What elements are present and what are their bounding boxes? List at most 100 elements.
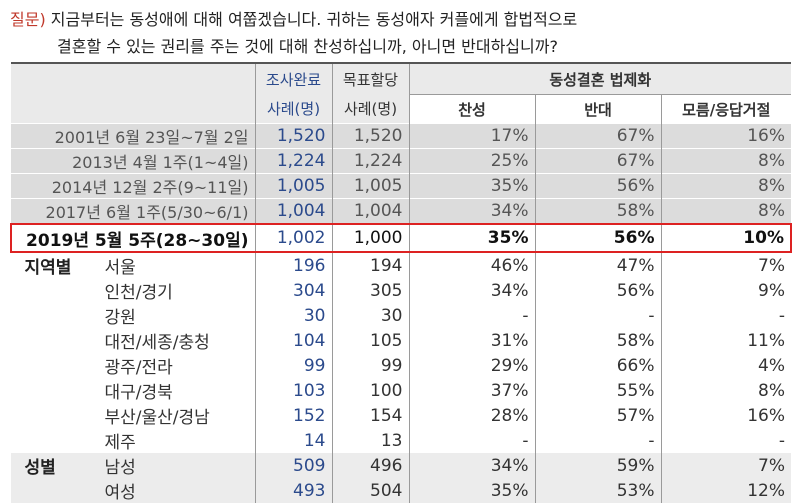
cell-yes: 37% bbox=[408, 378, 535, 403]
sub-label: 부산/울산/경남 bbox=[104, 408, 210, 428]
cell-completed: 1,002 bbox=[254, 223, 332, 253]
cell-dk: 8% bbox=[660, 148, 791, 174]
cell-completed: 196 bbox=[254, 252, 332, 278]
cell-target: 1,520 bbox=[331, 123, 409, 149]
cell-dk: - bbox=[660, 303, 791, 328]
table-row: 여성 493 504 35% 53% 12% bbox=[11, 478, 791, 503]
cell-completed: 99 bbox=[254, 353, 332, 378]
cell-no: 56% bbox=[534, 223, 661, 253]
table-row: 인천/경기 304 305 34% 56% 9% bbox=[11, 278, 791, 303]
question-line-2: 결혼할 수 있는 권리를 주는 것에 대해 찬성하십니까, 아니면 반대하십니까… bbox=[57, 37, 558, 56]
cell-yes: 34% bbox=[408, 198, 535, 224]
header-completed: 조사완료 bbox=[254, 62, 332, 95]
cell-target: 1,224 bbox=[331, 148, 409, 174]
cell-no: 53% bbox=[534, 478, 661, 503]
cell-yes: 35% bbox=[408, 478, 535, 503]
table-row: 2001년 6월 23일~7월 2일 1,520 1,520 17% 67% 1… bbox=[11, 123, 791, 149]
cell-target: 99 bbox=[331, 353, 409, 378]
question-text-1: 지금부터는 동성애에 대해 여쭙겠습니다. 귀하는 동성애자 커플에게 합법적으… bbox=[50, 10, 578, 29]
table-row: 제주 14 13 - - - bbox=[11, 428, 791, 453]
cell-no: 47% bbox=[534, 252, 661, 278]
cell-yes: 35% bbox=[408, 223, 535, 253]
cell-dk: - bbox=[660, 428, 791, 453]
cell-no: - bbox=[534, 428, 661, 453]
cell-completed: 152 bbox=[254, 403, 332, 428]
sub-label: 대구/경북 bbox=[104, 383, 173, 403]
cell-yes: 28% bbox=[408, 403, 535, 428]
header-blank-2 bbox=[11, 94, 255, 124]
cell-target: 30 bbox=[331, 303, 409, 328]
table-row: 대전/세종/충청 104 105 31% 58% 11% bbox=[11, 328, 791, 353]
cell-yes: 17% bbox=[408, 123, 535, 149]
cell-completed: 304 bbox=[254, 278, 332, 303]
cell-target: 496 bbox=[331, 453, 409, 478]
cell-target: 504 bbox=[331, 478, 409, 503]
current-survey-row: 2019년 5월 5주(28~30일) 1,002 1,000 35% 56% … bbox=[10, 223, 792, 253]
cell-dk: 11% bbox=[660, 328, 791, 353]
table-row: 성별 남성 509 496 34% 59% 7% bbox=[11, 453, 791, 478]
row-label: 2017년 6월 1주(5/30~6/1) bbox=[11, 198, 255, 224]
cell-target: 305 bbox=[331, 278, 409, 303]
cell-yes: - bbox=[408, 428, 535, 453]
cell-no: 58% bbox=[534, 328, 661, 353]
table-row: 2017년 6월 1주(5/30~6/1) 1,004 1,004 34% 58… bbox=[11, 198, 791, 224]
cell-completed: 14 bbox=[254, 428, 332, 453]
cell-no: 66% bbox=[534, 353, 661, 378]
cell-completed: 30 bbox=[254, 303, 332, 328]
sub-label: 남성 bbox=[104, 458, 136, 478]
cell-target: 105 bbox=[331, 328, 409, 353]
results-table: 조사완료 목표할당 동성결혼 법제화 사례(명) 사례(명) 찬성 반대 모름/… bbox=[10, 62, 792, 503]
sub-label: 인천/경기 bbox=[104, 283, 173, 303]
row-label: 부산/울산/경남 bbox=[11, 403, 255, 428]
row-label: 강원 bbox=[11, 303, 255, 328]
cell-no: 56% bbox=[534, 278, 661, 303]
row-label: 성별 남성 bbox=[11, 453, 255, 478]
table-row: 2013년 4월 1주(1~4일) 1,224 1,224 25% 67% 8% bbox=[11, 148, 791, 174]
row-label: 2014년 12월 2주(9~11일) bbox=[11, 173, 255, 199]
cell-yes: 29% bbox=[408, 353, 535, 378]
table-row: 2014년 12월 2주(9~11일) 1,005 1,005 35% 56% … bbox=[11, 173, 791, 199]
cell-dk: 4% bbox=[660, 353, 791, 378]
row-label: 제주 bbox=[11, 428, 255, 453]
cell-dk: 8% bbox=[660, 198, 791, 224]
cell-yes: - bbox=[408, 303, 535, 328]
header-no: 반대 bbox=[534, 94, 661, 124]
question-label: 질문) bbox=[10, 10, 46, 29]
cell-yes: 34% bbox=[408, 453, 535, 478]
cell-no: 67% bbox=[534, 148, 661, 174]
row-label: 2001년 6월 23일~7월 2일 bbox=[11, 123, 255, 149]
cell-dk: 8% bbox=[660, 378, 791, 403]
cell-target: 13 bbox=[331, 428, 409, 453]
sub-label: 제주 bbox=[104, 433, 136, 453]
row-label: 인천/경기 bbox=[11, 278, 255, 303]
group-label-gender: 성별 bbox=[24, 458, 56, 478]
cell-dk: 8% bbox=[660, 173, 791, 199]
cell-target: 1,000 bbox=[331, 223, 409, 253]
cell-target: 100 bbox=[331, 378, 409, 403]
cell-completed: 1,520 bbox=[254, 123, 332, 149]
cell-no: 67% bbox=[534, 123, 661, 149]
header-dk: 모름/응답거절 bbox=[660, 94, 791, 124]
cell-yes: 46% bbox=[408, 252, 535, 278]
sub-label: 서울 bbox=[104, 258, 136, 278]
row-label: 대구/경북 bbox=[11, 378, 255, 403]
row-label: 2019년 5월 5주(28~30일) bbox=[10, 223, 255, 253]
table-row: 광주/전라 99 99 29% 66% 4% bbox=[11, 353, 791, 378]
cell-no: 57% bbox=[534, 403, 661, 428]
cell-target: 1,004 bbox=[331, 198, 409, 224]
survey-question: 질문) 지금부터는 동성애에 대해 여쭙겠습니다. 귀하는 동성애자 커플에게 … bbox=[10, 6, 790, 60]
cell-dk: 12% bbox=[660, 478, 791, 503]
cell-completed: 1,224 bbox=[254, 148, 332, 174]
cell-dk: 9% bbox=[660, 278, 791, 303]
header-target: 목표할당 bbox=[331, 62, 409, 95]
header-cases-target: 사례(명) bbox=[331, 94, 409, 124]
row-label: 대전/세종/충청 bbox=[11, 328, 255, 353]
cell-yes: 35% bbox=[408, 173, 535, 199]
header-group: 동성결혼 법제화 bbox=[408, 62, 791, 95]
table-row: 지역별 서울 196 194 46% 47% 7% bbox=[11, 252, 791, 278]
cell-yes: 34% bbox=[408, 278, 535, 303]
row-label: 여성 bbox=[11, 478, 255, 503]
cell-target: 194 bbox=[331, 252, 409, 278]
cell-completed: 104 bbox=[254, 328, 332, 353]
cell-completed: 509 bbox=[254, 453, 332, 478]
